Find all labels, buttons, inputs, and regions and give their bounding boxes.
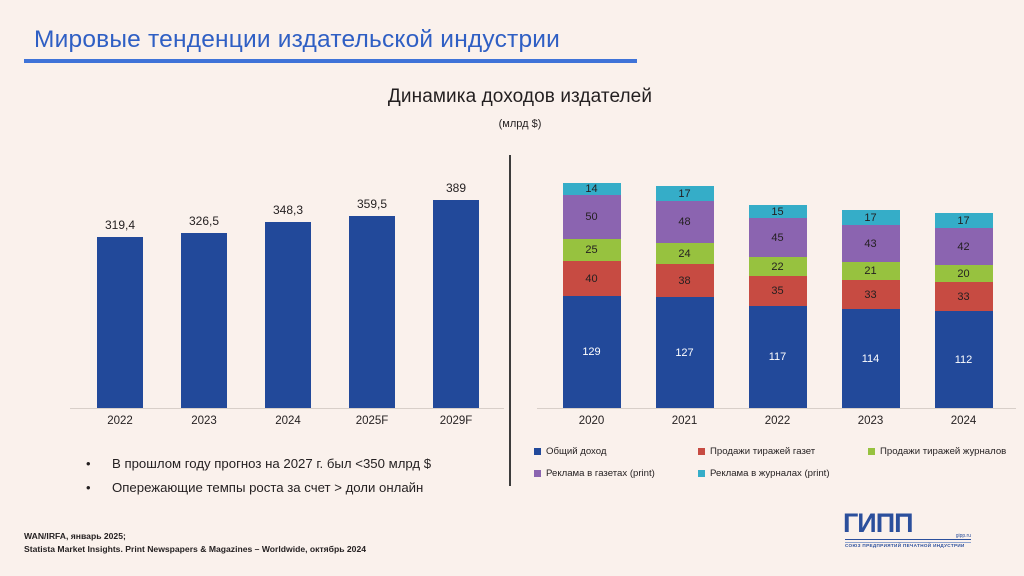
x-axis-line [537,408,1016,409]
stacked-bar-2021[interactable]: 17 48 24 38 127 [655,186,714,408]
chart-heading-text: Динамика доходов издателей [387,86,653,107]
segment-2022-s4[interactable]: 15 [748,205,807,218]
segment-2024-s2[interactable]: 20 [934,265,993,282]
source-line-1: WAN/IRFA, январь 2025; [24,531,126,541]
segment-2023-s4[interactable]: 17 [841,210,900,225]
segment-2020-s1[interactable]: 40 [562,261,621,296]
page-title: Мировые тенденции издательской индустрии [34,26,561,53]
x-tick-2022: 2022 [764,415,791,427]
segment-2022-s2[interactable]: 22 [748,257,807,276]
title-underline-rule [24,59,637,63]
x-tick-2023: 2023 [191,415,217,427]
segment-2024-s1[interactable]: 33 [934,282,993,311]
logo-subtitle: СОЮЗ ПРЕДПРИЯТИЙ ПЕЧАТНОЙ ИНДУСТРИИ [845,543,965,548]
x-tick-2023: 2023 [857,415,884,427]
bar-value-2022: 319,4 [104,218,136,232]
bullet-item-1: • Опережающие темпы роста за счет > доли … [86,480,431,495]
segment-2021-s4[interactable]: 17 [655,186,714,201]
bullet-item-0: • В прошлом году прогноз на 2027 г. был <… [86,456,431,471]
legend-item-4[interactable]: Реклама в журналах (print) [698,468,830,479]
legend-item-3[interactable]: Реклама в газетах (print) [534,468,655,479]
segment-2021-s2[interactable]: 24 [655,243,714,264]
bar-value-2023: 326,5 [188,214,220,228]
x-tick-2022: 2022 [107,415,133,427]
x-tick-2025F: 2025F [355,415,389,427]
bar-2023[interactable] [181,233,227,408]
legend-swatch-icon [534,448,541,455]
segment-2022-s3[interactable]: 45 [748,218,807,257]
segment-2023-s2[interactable]: 21 [841,262,900,280]
x-axis-line [70,408,504,409]
x-tick-2024: 2024 [950,415,977,427]
bar-value-2025F: 359,5 [356,197,388,211]
chart-units-label: (млрд $) [0,118,1024,130]
segment-2024-s3[interactable]: 42 [934,228,993,265]
bar-2022[interactable] [97,237,143,408]
segment-2021-s0[interactable]: 127 [655,297,714,408]
segment-2021-s1[interactable]: 38 [655,264,714,297]
legend-label: Продажи тиражей журналов [880,446,1007,457]
source-line-2: Statista Market Insights. Print Newspape… [24,544,367,555]
legend-label: Реклама в газетах (print) [546,468,655,479]
bar-2029F[interactable] [433,200,479,408]
legend-swatch-icon [534,470,541,477]
stacked-bar-2020[interactable]: 14 50 25 40 129 [562,183,621,408]
legend-item-2[interactable]: Продажи тиражей журналов [868,446,1006,457]
legend-label: Продажи тиражей газет [710,446,816,457]
bar-value-2024: 348,3 [272,203,304,217]
segment-2020-s4[interactable]: 14 [562,183,621,195]
chart-revenue-forecast: 319,4 2022 326,5 2023 348,3 2024 359,5 2025F 389… [70,0,504,440]
chart-revenue-breakdown: 14 50 25 40 129 2020 17 48 24 38 127 2021 15 45 22 35 11… [537,0,1016,440]
bar-2025F[interactable] [349,216,395,408]
legend-item-0[interactable]: Общий доход [534,446,606,457]
logo-rule-bottom [845,541,971,543]
logo-wordmark: ГИПП [843,508,914,538]
legend-swatch-icon [698,470,705,477]
bar-value-2029F: 389 [445,181,467,195]
stacked-bar-2024[interactable]: 17 42 20 33 112 [934,213,993,408]
segment-2022-s0[interactable]: 117 [748,306,807,408]
bar-2024[interactable] [265,222,311,408]
stacked-bar-2023[interactable]: 17 43 21 33 114 [841,210,900,408]
gipp-logo: ГИПП gipp.ru СОЮЗ ПРЕДПРИЯТИЙ ПЕЧАТНОЙ И… [843,510,973,552]
chart-units-text: (млрд $) [498,118,542,130]
segment-2020-s0[interactable]: 129 [562,296,621,408]
source-note: WAN/IRFA, январь 2025; Statista Market I… [24,530,366,557]
bullet-text: В прошлом году прогноз на 2027 г. был <3… [112,456,432,471]
legend-label: Реклама в журналах (print) [710,468,830,479]
x-tick-2024: 2024 [275,415,301,427]
logo-rule-top [845,539,971,540]
stacked-bar-2022[interactable]: 15 45 22 35 117 [748,205,807,408]
x-tick-2029F: 2029F [439,415,473,427]
segment-2021-s3[interactable]: 48 [655,201,714,243]
x-tick-2021: 2021 [671,415,698,427]
legend-label: Общий доход [546,446,607,457]
chart-legend: Общий доход Продажи тиражей газет Продажи … [534,446,1020,490]
segment-2024-s4[interactable]: 17 [934,213,993,228]
legend-swatch-icon [868,448,875,455]
logo-url: gipp.ru [955,533,971,539]
x-tick-2020: 2020 [578,415,605,427]
segment-2023-s3[interactable]: 43 [841,225,900,262]
bullet-marker-icon: • [86,480,91,495]
bullet-marker-icon: • [86,456,91,471]
panel-divider [509,155,511,486]
segment-2022-s1[interactable]: 35 [748,276,807,306]
segment-2023-s0[interactable]: 114 [841,309,900,408]
segment-2024-s0[interactable]: 112 [934,311,993,408]
chart-heading: Динамика доходов издателей [0,86,1024,108]
bullet-list: • В прошлом году прогноз на 2027 г. был <… [86,456,431,504]
legend-item-1[interactable]: Продажи тиражей газет [698,446,815,457]
legend-swatch-icon [698,448,705,455]
segment-2020-s2[interactable]: 25 [562,239,621,261]
bullet-text: Опережающие темпы роста за счет > доли о… [112,480,424,495]
segment-2020-s3[interactable]: 50 [562,195,621,239]
segment-2023-s1[interactable]: 33 [841,280,900,309]
